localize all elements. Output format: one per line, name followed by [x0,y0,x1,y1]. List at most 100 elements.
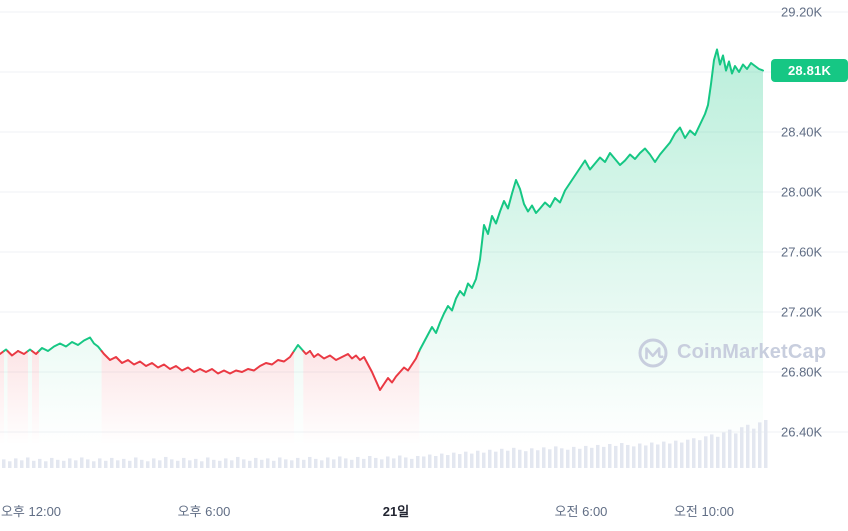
volume-bar [506,450,510,468]
volume-bar [464,451,468,468]
volume-bar [458,454,462,468]
volume-bar [200,461,204,468]
volume-bar [662,441,666,468]
area-fill-up [4,349,8,445]
volume-bar [284,459,288,468]
volume-bar [602,446,606,468]
current-price-label: 28.81K [787,63,832,78]
volume-bar [596,444,600,468]
volume-bar [608,444,612,468]
volume-bar [650,442,654,468]
volume-bar [470,453,474,468]
volume-bar [560,448,564,468]
volume-bar [194,458,198,468]
volume-bar [38,458,42,468]
volume-bar [446,455,450,468]
volume-bar [296,457,300,468]
volume-bar [488,449,492,468]
volume-bar [716,436,720,468]
current-price-badge: 28.81K [771,59,848,82]
volume-bar [314,458,318,468]
price-line-down [6,350,19,357]
volume-bar [26,457,30,468]
volume-bar [182,457,186,468]
volume-bar [20,460,24,468]
volume-bar [266,458,270,468]
volume-bar [164,456,168,468]
volume-bar [614,445,618,468]
area-fill-up [28,349,32,445]
volume-bar [152,458,156,468]
volume-bar [158,460,162,468]
volume-bar [2,459,6,468]
volume-bar [380,459,384,468]
volume-bar [62,460,66,468]
volume-bar [554,446,558,468]
volume-bar [392,458,396,468]
volume-bar [170,459,174,468]
volume-bar [14,458,18,468]
volume-bar [764,420,768,468]
volume-bar [98,458,102,468]
volume-bar [530,448,534,468]
volume-bar [386,456,390,468]
volume-bar [578,448,582,468]
volume-bar [620,443,624,468]
volume-bar [332,459,336,468]
volume-bar [440,453,444,468]
volume-bar [92,461,96,468]
volume-bar [80,457,84,468]
volume-bar [668,443,672,468]
volume-bar [350,459,354,468]
volume-bar [224,458,228,468]
volume-bar [8,461,12,468]
volume-bar [476,450,480,468]
volume-bar [368,456,372,468]
volume-bar [140,459,144,468]
volume-bar [572,446,576,468]
volume-bar [512,447,516,468]
volume-bar [326,457,330,468]
area-fill-down [101,351,294,445]
volume-bar [50,457,54,468]
volume-bar [422,456,426,468]
volume-bar [362,458,366,468]
volume-bar [452,452,456,468]
volume-bar [758,422,762,468]
volume-bar [710,434,714,468]
volume-bar [32,460,36,468]
volume-bar [230,460,234,468]
area-fill-down [303,351,310,445]
volume-bar [746,424,750,468]
volume-bar [566,449,570,468]
volume-bar [188,460,192,468]
volume-bar [404,457,408,468]
price-line-up [38,336,103,352]
volume-bar [338,456,342,468]
volume-bar [416,456,420,468]
volume-bar [56,459,60,468]
volume-bar [212,459,216,468]
volume-bar [68,458,72,468]
volume-bar [74,460,78,468]
volume-bar [626,444,630,468]
area-fill-down [7,351,18,445]
volume-bar [134,457,138,468]
volume-bar [734,433,738,468]
volume-bar [356,456,360,468]
volume-bar [176,460,180,468]
volume-bar [632,446,636,468]
volume-bar [104,460,108,468]
price-line-down [17,350,29,355]
volume-bar [254,457,258,468]
volume-bar [128,460,132,468]
volume-bar [518,449,522,468]
volume-bar [494,451,498,468]
volume-bar [740,427,744,468]
area-fill-down [32,351,39,445]
volume-bar [116,460,120,468]
volume-bar [428,454,432,468]
volume-bar [86,459,90,468]
